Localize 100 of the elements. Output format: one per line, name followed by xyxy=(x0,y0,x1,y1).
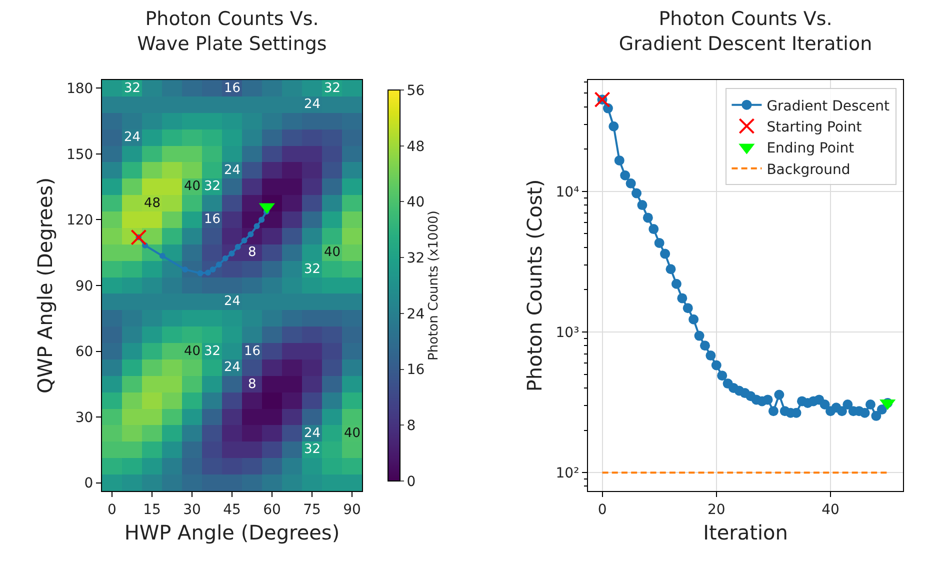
data-label: 40 xyxy=(324,245,341,260)
data-label: 48 xyxy=(144,196,161,211)
point xyxy=(842,400,853,410)
y-tick-label: 10⁴ xyxy=(556,184,580,200)
x-axis-title: HWP Angle (Degrees) xyxy=(124,520,340,544)
point xyxy=(216,262,222,268)
point xyxy=(836,406,847,416)
legend-label: Background xyxy=(766,162,850,178)
point xyxy=(197,270,204,276)
y-axis-title: QWP Angle (Degrees) xyxy=(32,177,57,394)
point xyxy=(871,410,882,421)
point xyxy=(205,270,211,276)
color-bar-label: 56 xyxy=(406,82,425,99)
data-label: 24 xyxy=(224,163,241,178)
y-tick-label: 0 xyxy=(84,476,94,492)
legend-label: Gradient Descent xyxy=(766,98,890,114)
point xyxy=(717,370,728,381)
y-axis-title: Photon Counts (Cost) xyxy=(522,179,546,392)
point xyxy=(632,188,642,198)
data-label: 24 xyxy=(224,294,241,309)
x-axis-title: Iteration xyxy=(703,520,788,544)
color-bar-label: 32 xyxy=(406,250,425,266)
point xyxy=(594,92,610,108)
color-bar-label: 0 xyxy=(406,474,416,490)
y-tick-label: 120 xyxy=(66,212,94,229)
point xyxy=(762,394,773,405)
data-label: 24 xyxy=(304,97,321,112)
color-bar-label: 16 xyxy=(406,362,425,378)
point xyxy=(688,314,699,324)
x-tick-label: 15 xyxy=(143,502,161,518)
point xyxy=(248,231,254,238)
y-tick-label: 180 xyxy=(66,81,94,98)
data-label: 24 xyxy=(124,130,141,145)
data-label: 40 xyxy=(184,344,201,359)
point xyxy=(660,248,670,259)
point xyxy=(820,400,830,410)
point xyxy=(182,266,188,272)
point xyxy=(210,266,216,272)
color-bar-label: 40 xyxy=(406,194,425,211)
point xyxy=(637,200,648,210)
x-tick-label: 40 xyxy=(822,502,840,518)
data-label: 32 xyxy=(324,81,341,96)
point xyxy=(865,400,876,410)
data-label: 16 xyxy=(224,81,241,96)
point xyxy=(700,340,710,351)
point xyxy=(159,252,166,259)
point xyxy=(876,404,887,415)
data-label: 40 xyxy=(184,179,201,194)
color-bar-label: 8 xyxy=(406,418,416,434)
data-label: 32 xyxy=(124,81,141,96)
point xyxy=(768,406,778,416)
data-label: 8 xyxy=(248,377,256,392)
color-bar-label: 24 xyxy=(406,306,425,322)
point xyxy=(860,408,870,418)
chart-title: Photon Counts Vs. Gradient Descent Iteration xyxy=(618,8,872,55)
y-tick-label: 60 xyxy=(75,344,94,360)
point xyxy=(642,212,653,223)
point xyxy=(228,250,235,256)
data-label: 32 xyxy=(204,344,221,359)
point xyxy=(682,303,693,314)
data-label: 16 xyxy=(244,344,261,359)
legend-label: Ending Point xyxy=(766,140,855,157)
point xyxy=(654,238,664,248)
data-label: 40 xyxy=(344,426,361,441)
point xyxy=(626,178,636,188)
color-bar-label: 48 xyxy=(406,138,425,155)
y-tick-label: 150 xyxy=(66,146,94,163)
x-tick-label: 90 xyxy=(343,502,361,518)
point xyxy=(677,293,688,304)
point xyxy=(254,223,260,230)
point xyxy=(666,264,676,274)
y-tick-label: 90 xyxy=(75,278,94,294)
point xyxy=(711,360,722,370)
data-label: 32 xyxy=(304,262,321,277)
data-label: 8 xyxy=(248,245,256,260)
x-tick-label: 60 xyxy=(263,502,281,518)
data-label: 24 xyxy=(224,360,241,375)
point xyxy=(241,238,248,244)
x-tick-label: 75 xyxy=(303,502,321,518)
x-tick-label: 45 xyxy=(223,502,241,518)
point xyxy=(620,170,630,180)
y-tick-label: 10³ xyxy=(556,324,580,341)
point xyxy=(222,255,228,262)
x-tick-label: 30 xyxy=(183,502,201,518)
point xyxy=(694,330,704,341)
x-tick-label: 20 xyxy=(707,502,726,518)
point xyxy=(774,390,784,400)
point xyxy=(258,216,265,223)
point xyxy=(608,121,619,132)
legend-label: Starting Point xyxy=(766,119,862,136)
data-label: 16 xyxy=(204,212,221,227)
data-label: 24 xyxy=(304,426,321,441)
point xyxy=(614,155,624,166)
data-label: 32 xyxy=(304,442,321,457)
color-bar-title: Photon Counts (x1000) xyxy=(426,210,442,360)
point xyxy=(234,244,241,250)
point xyxy=(671,278,682,289)
y-tick-label: 10² xyxy=(556,466,580,482)
x-tick-label: 0 xyxy=(598,502,607,518)
data-label: 32 xyxy=(204,179,221,194)
